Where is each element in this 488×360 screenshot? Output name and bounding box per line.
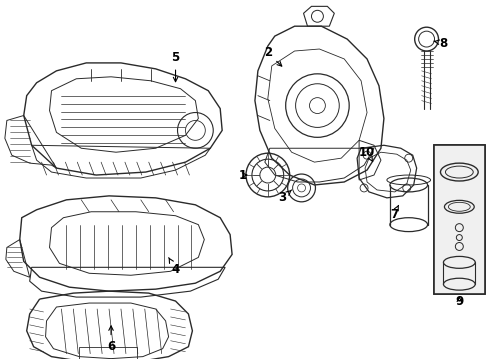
Bar bbox=[79, 347, 137, 360]
Bar bbox=[433, 145, 484, 294]
Text: 9: 9 bbox=[454, 294, 463, 307]
Text: 7: 7 bbox=[389, 205, 398, 221]
Text: 8: 8 bbox=[433, 37, 447, 50]
Bar bbox=[433, 145, 484, 294]
Text: 5: 5 bbox=[171, 51, 179, 82]
Text: 6: 6 bbox=[107, 326, 115, 353]
Text: 4: 4 bbox=[168, 258, 179, 276]
Text: 1: 1 bbox=[239, 168, 246, 181]
Text: 10: 10 bbox=[358, 146, 374, 162]
Text: 2: 2 bbox=[263, 46, 281, 66]
Text: 3: 3 bbox=[278, 190, 291, 204]
